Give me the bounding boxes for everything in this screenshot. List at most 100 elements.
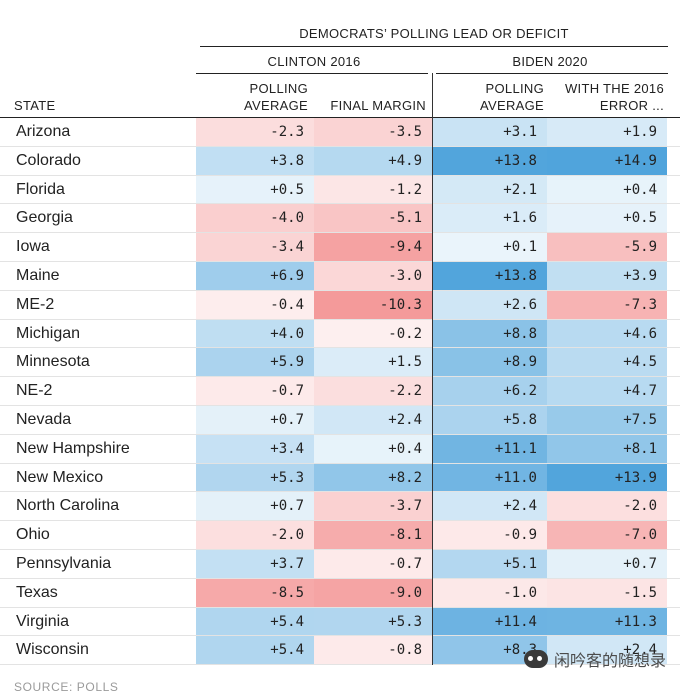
- table-row: Iowa -3.4 -9.4 +0.1 -5.9: [0, 233, 680, 262]
- biden-polling-average-cell: +2.6: [433, 290, 547, 319]
- biden-polling-average-cell: +13.8: [433, 146, 547, 175]
- clinton-polling-average-cell: +3.8: [196, 146, 314, 175]
- biden-polling-average-cell: +2.4: [433, 492, 547, 521]
- state-name: Iowa: [16, 238, 50, 256]
- clinton-polling-average-cell: +0.5: [196, 175, 314, 204]
- table-row: ME-2 -0.4 -10.3 +2.6 -7.3: [0, 290, 680, 320]
- biden-polling-average-cell: +0.1: [433, 233, 547, 261]
- column-header-biden-polling-average: POLLING AVERAGE: [480, 81, 544, 113]
- clinton-final-margin-cell: -3.7: [314, 492, 432, 521]
- clinton-final-margin-cell: +5.3: [314, 607, 432, 636]
- clinton-polling-average-cell: -2.3: [196, 118, 314, 146]
- biden-polling-average-cell: +3.1: [433, 118, 547, 146]
- clinton-polling-average-cell: +3.4: [196, 434, 314, 463]
- clinton-polling-average-cell: +0.7: [196, 405, 314, 434]
- table-row: Colorado +3.8 +4.9 +13.8 +14.9: [0, 146, 680, 176]
- state-name: New Mexico: [16, 468, 104, 486]
- state-name: Michigan: [16, 324, 81, 342]
- biden-with-2016-error-cell: +0.5: [547, 204, 667, 233]
- table-row: New Mexico +5.3 +8.2 +11.0 +13.9: [0, 463, 680, 493]
- group-rule-clinton: [196, 73, 428, 74]
- clinton-final-margin-cell: +2.4: [314, 405, 432, 434]
- clinton-final-margin-cell: +1.5: [314, 348, 432, 377]
- clinton-polling-average-cell: -0.7: [196, 377, 314, 405]
- biden-with-2016-error-cell: -7.0: [547, 521, 667, 549]
- wechat-icon: [524, 650, 548, 668]
- watermark: 闲吟客的随想录: [524, 644, 666, 674]
- clinton-polling-average-cell: +5.4: [196, 607, 314, 636]
- table-row: Arizona -2.3 -3.5 +3.1 +1.9: [0, 118, 680, 147]
- column-header-clinton-final-margin: FINAL MARGIN: [330, 98, 426, 113]
- biden-with-2016-error-cell: -5.9: [547, 233, 667, 261]
- clinton-final-margin-cell: -9.4: [314, 233, 432, 261]
- biden-polling-average-cell: +11.4: [433, 607, 547, 636]
- biden-with-2016-error-cell: -1.5: [547, 578, 667, 607]
- state-name: ME-2: [16, 295, 55, 313]
- biden-polling-average-cell: -1.0: [433, 578, 547, 607]
- super-title-rule: [200, 46, 668, 47]
- watermark-text: 闲吟客的随想录: [554, 653, 667, 670]
- biden-polling-average-cell: +11.1: [433, 434, 547, 463]
- table-row: Georgia -4.0 -5.1 +1.6 +0.5: [0, 204, 680, 234]
- clinton-final-margin-cell: -9.0: [314, 578, 432, 607]
- clinton-polling-average-cell: +0.7: [196, 492, 314, 521]
- biden-with-2016-error-cell: +0.7: [547, 549, 667, 578]
- super-title: DEMOCRATS’ POLLING LEAD OR DEFICIT: [299, 26, 569, 41]
- table-row: Minnesota +5.9 +1.5 +8.9 +4.5: [0, 348, 680, 378]
- clinton-final-margin-cell: -10.3: [314, 290, 432, 319]
- table-row: Nevada +0.7 +2.4 +5.8 +7.5: [0, 405, 680, 435]
- table-row: Texas -8.5 -9.0 -1.0 -1.5: [0, 578, 680, 608]
- biden-polling-average-cell: +13.8: [433, 261, 547, 290]
- clinton-final-margin-cell: -3.0: [314, 261, 432, 290]
- source-note: SOURCE: POLLS: [14, 680, 119, 694]
- clinton-polling-average-cell: +5.3: [196, 463, 314, 492]
- column-header-biden-with-2016-error: WITH THE 2016 ERROR ...: [564, 81, 664, 113]
- biden-with-2016-error-cell: +14.9: [547, 146, 667, 175]
- state-name: Minnesota: [16, 353, 90, 371]
- state-name: Nevada: [16, 410, 72, 428]
- biden-with-2016-error-cell: +4.7: [547, 377, 667, 405]
- biden-with-2016-error-cell: +4.6: [547, 319, 667, 348]
- table-row: New Hampshire +3.4 +0.4 +11.1 +8.1: [0, 434, 680, 464]
- clinton-final-margin-cell: -3.5: [314, 118, 432, 146]
- clinton-final-margin-cell: -5.1: [314, 204, 432, 233]
- table-row: North Carolina +0.7 -3.7 +2.4 -2.0: [0, 492, 680, 522]
- biden-with-2016-error-cell: +1.9: [547, 118, 667, 146]
- table-row: NE-2 -0.7 -2.2 +6.2 +4.7: [0, 377, 680, 406]
- column-header-clinton-polling-average: POLLING AVERAGE: [244, 81, 308, 113]
- clinton-polling-average-cell: -2.0: [196, 521, 314, 549]
- state-name: NE-2: [16, 382, 53, 400]
- state-name: Colorado: [16, 151, 81, 169]
- biden-with-2016-error-cell: +0.4: [547, 175, 667, 204]
- table-row: Virginia +5.4 +5.3 +11.4 +11.3: [0, 607, 680, 637]
- biden-polling-average-cell: +6.2: [433, 377, 547, 405]
- clinton-final-margin-cell: -2.2: [314, 377, 432, 405]
- table-row: Florida +0.5 -1.2 +2.1 +0.4: [0, 175, 680, 205]
- group-header-clinton: CLINTON 2016: [267, 54, 361, 69]
- state-name: Florida: [16, 180, 65, 198]
- clinton-polling-average-cell: +6.9: [196, 261, 314, 290]
- clinton-final-margin-cell: -0.7: [314, 549, 432, 578]
- state-name: North Carolina: [16, 497, 120, 515]
- clinton-final-margin-cell: -0.8: [314, 636, 432, 665]
- clinton-final-margin-cell: -0.2: [314, 319, 432, 348]
- state-name: Pennsylvania: [16, 554, 112, 572]
- clinton-final-margin-cell: -1.2: [314, 175, 432, 204]
- biden-with-2016-error-cell: +8.1: [547, 434, 667, 463]
- table-row: Maine +6.9 -3.0 +13.8 +3.9: [0, 261, 680, 291]
- clinton-final-margin-cell: +8.2: [314, 463, 432, 492]
- clinton-polling-average-cell: -4.0: [196, 204, 314, 233]
- state-name: Virginia: [16, 612, 70, 630]
- clinton-final-margin-cell: -8.1: [314, 521, 432, 549]
- biden-polling-average-cell: +2.1: [433, 175, 547, 204]
- state-name: New Hampshire: [16, 439, 130, 457]
- clinton-polling-average-cell: -3.4: [196, 233, 314, 261]
- table-row: Michigan +4.0 -0.2 +8.8 +4.6: [0, 319, 680, 349]
- table-row: Wisconsin +5.4 -0.8 +8.3 +2.4: [0, 636, 680, 666]
- clinton-polling-average-cell: +3.7: [196, 549, 314, 578]
- group-rule-biden: [436, 73, 668, 74]
- biden-polling-average-cell: -0.9: [433, 521, 547, 549]
- biden-with-2016-error-cell: -7.3: [547, 290, 667, 319]
- state-name: Arizona: [16, 123, 71, 140]
- clinton-polling-average-cell: +5.4: [196, 636, 314, 665]
